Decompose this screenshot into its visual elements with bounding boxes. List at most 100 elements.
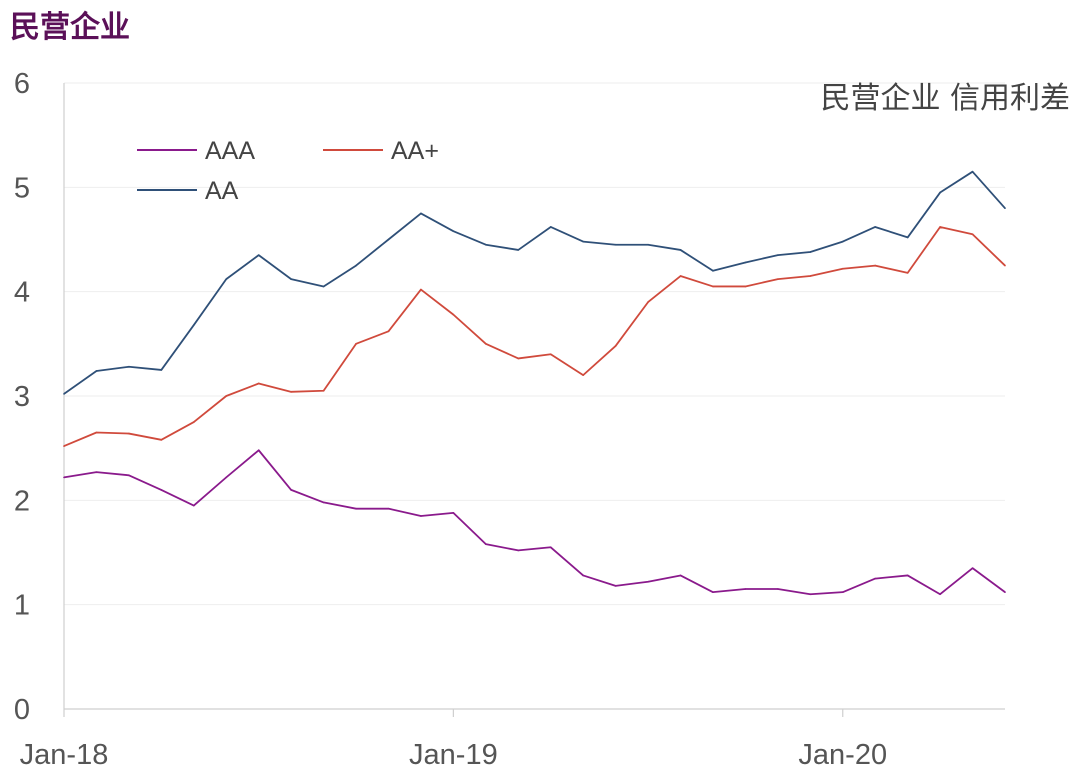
data-point: [744, 588, 747, 590]
data-point: [906, 574, 909, 577]
data-point: [452, 512, 455, 514]
data-point: [777, 278, 779, 280]
data-point: [160, 439, 163, 441]
y-tick-label: 3: [14, 381, 30, 413]
data-point: [549, 546, 552, 549]
data-point: [355, 264, 357, 267]
data-point: [257, 254, 260, 256]
data-point: [322, 389, 325, 392]
data-point: [387, 507, 390, 510]
data-point: [485, 543, 487, 545]
data-point: [95, 431, 98, 434]
data-point: [679, 249, 682, 251]
data-point: [1004, 207, 1006, 209]
data-point: [712, 285, 714, 288]
y-tick-label: 5: [14, 172, 30, 204]
x-tick-label: Jan-19: [409, 739, 498, 771]
data-point: [582, 574, 584, 577]
data-point: [485, 343, 487, 345]
series-line-aa-plus: [63, 226, 1006, 447]
data-point: [841, 267, 844, 270]
data-point: [128, 432, 130, 435]
x-tick-label: Jan-20: [798, 739, 887, 771]
data-point: [192, 504, 195, 507]
data-point: [128, 474, 130, 477]
data-point: [290, 391, 292, 393]
data-point: [614, 585, 617, 587]
y-tick-label: 1: [14, 590, 30, 622]
series-lines: [63, 170, 1006, 596]
axes: [63, 83, 1005, 717]
data-point: [63, 476, 65, 479]
data-point: [225, 476, 228, 479]
y-tick-label: 4: [14, 277, 30, 309]
page-title: 民营企业: [10, 10, 130, 45]
data-point: [322, 285, 325, 288]
data-point: [971, 170, 974, 173]
data-point: [679, 574, 682, 577]
data-point: [387, 238, 390, 241]
data-point: [1004, 591, 1006, 593]
legend-label: AAA: [205, 137, 255, 165]
data-point: [192, 421, 195, 423]
data-point: [549, 226, 552, 228]
data-point: [712, 591, 714, 593]
legend: AAA AA+ AA: [137, 137, 439, 205]
data-point: [63, 445, 65, 447]
data-point: [290, 278, 292, 280]
data-point: [614, 243, 617, 246]
data-point: [160, 489, 163, 491]
data-point: [1004, 264, 1006, 267]
data-point: [647, 301, 649, 303]
data-point: [777, 254, 779, 256]
data-point: [452, 313, 455, 316]
data-point: [257, 382, 260, 385]
y-tick-label: 2: [14, 485, 30, 517]
data-point: [95, 471, 98, 473]
data-point: [225, 395, 228, 397]
data-point: [95, 370, 98, 372]
data-point: [63, 393, 65, 395]
data-point: [452, 230, 455, 232]
data-point: [874, 264, 877, 267]
data-point: [809, 275, 812, 277]
data-point: [809, 593, 812, 596]
data-point: [939, 593, 941, 596]
data-point: [971, 567, 974, 569]
data-point: [420, 288, 422, 291]
data-point: [809, 251, 812, 253]
data-point: [971, 233, 974, 236]
data-point: [549, 353, 552, 356]
data-point: [582, 240, 584, 243]
y-tick-label: 0: [14, 694, 30, 726]
data-point: [906, 236, 909, 239]
grid-lines: [64, 82, 1005, 606]
series-line-aa: [63, 170, 1006, 395]
legend-label: AA+: [391, 137, 439, 165]
data-point: [906, 272, 909, 274]
data-point: [841, 240, 844, 243]
data-point: [322, 501, 325, 504]
data-point: [939, 226, 941, 228]
data-point: [387, 330, 390, 333]
data-point: [647, 243, 649, 246]
data-point: [647, 580, 649, 583]
data-point: [128, 365, 130, 368]
data-point: [679, 275, 682, 277]
data-point: [517, 357, 520, 360]
data-point: [355, 507, 357, 510]
data-point: [614, 345, 617, 347]
series-line-aaa: [63, 449, 1006, 596]
data-point: [874, 577, 877, 580]
data-point: [841, 591, 844, 593]
data-point: [290, 489, 292, 491]
legend-label: AA: [205, 177, 239, 205]
tick-labels: 0 1 2 3 4 5 6 Jan-18 Jan-19 Jan-20: [14, 68, 887, 771]
data-point: [420, 212, 422, 215]
data-point: [744, 261, 747, 264]
x-tick-label: Jan-18: [20, 739, 109, 771]
data-point: [485, 243, 487, 246]
data-point: [192, 324, 195, 326]
data-point: [517, 249, 520, 251]
